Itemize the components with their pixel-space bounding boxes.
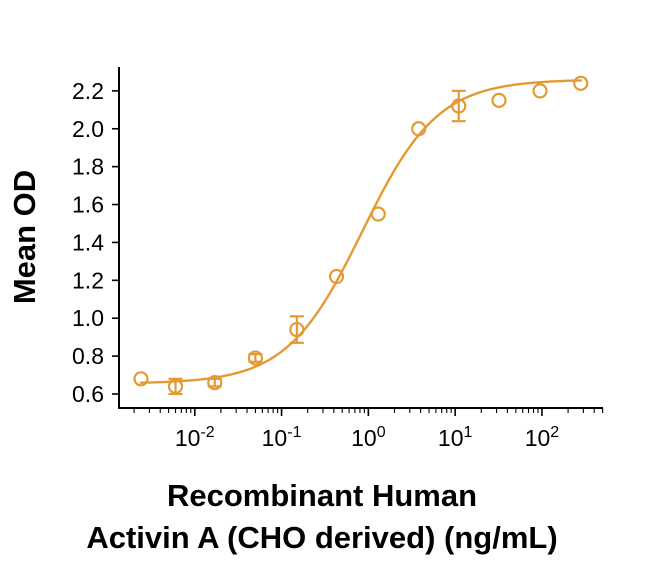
fit-curve-line bbox=[139, 79, 582, 384]
data-point-marker bbox=[573, 75, 589, 91]
y-tick-label: 2.0 bbox=[72, 116, 104, 142]
x-tick-label: 10-1 bbox=[262, 424, 302, 451]
data-point-marker bbox=[289, 321, 305, 338]
fit-curve-layer bbox=[139, 79, 582, 384]
y-tick-label: 1.2 bbox=[72, 267, 104, 293]
data-point-marker bbox=[451, 98, 467, 114]
data-point-marker bbox=[133, 371, 149, 387]
x-axis-title-line2: Activin A (CHO derived) (ng/mL) bbox=[86, 520, 557, 555]
axes-layer: 0.6 0.8 1.0 1.2 1.4 1.6 1.8 2.0 2.2 10-2 10-1 100 10… bbox=[72, 67, 604, 451]
data-point-marker bbox=[207, 375, 223, 391]
data-point-marker bbox=[167, 378, 184, 395]
x-axis-title-line1: Recombinant Human bbox=[167, 478, 477, 513]
y-axis-title: Mean OD bbox=[7, 170, 42, 304]
y-tick-label: 1.4 bbox=[72, 229, 104, 255]
data-points-layer bbox=[133, 75, 589, 396]
data-point-marker bbox=[370, 206, 386, 222]
data-point-marker bbox=[247, 350, 264, 366]
y-tick-label: 1.6 bbox=[72, 192, 104, 218]
y-tick-label: 1.8 bbox=[72, 154, 104, 180]
x-tick-label: 10-2 bbox=[175, 424, 215, 451]
y-tick-label: 0.6 bbox=[72, 381, 104, 407]
y-tick-label: 1.0 bbox=[72, 305, 104, 331]
data-point-marker bbox=[491, 92, 507, 108]
data-point-marker bbox=[411, 121, 427, 137]
x-tick-label: 102 bbox=[525, 424, 560, 451]
x-tick-label: 100 bbox=[351, 424, 386, 451]
data-point-marker bbox=[328, 268, 345, 285]
data-point-marker bbox=[532, 83, 548, 99]
y-tick-label: 2.2 bbox=[72, 78, 104, 104]
x-tick-label: 101 bbox=[438, 424, 473, 451]
y-tick-label: 0.8 bbox=[72, 343, 104, 369]
